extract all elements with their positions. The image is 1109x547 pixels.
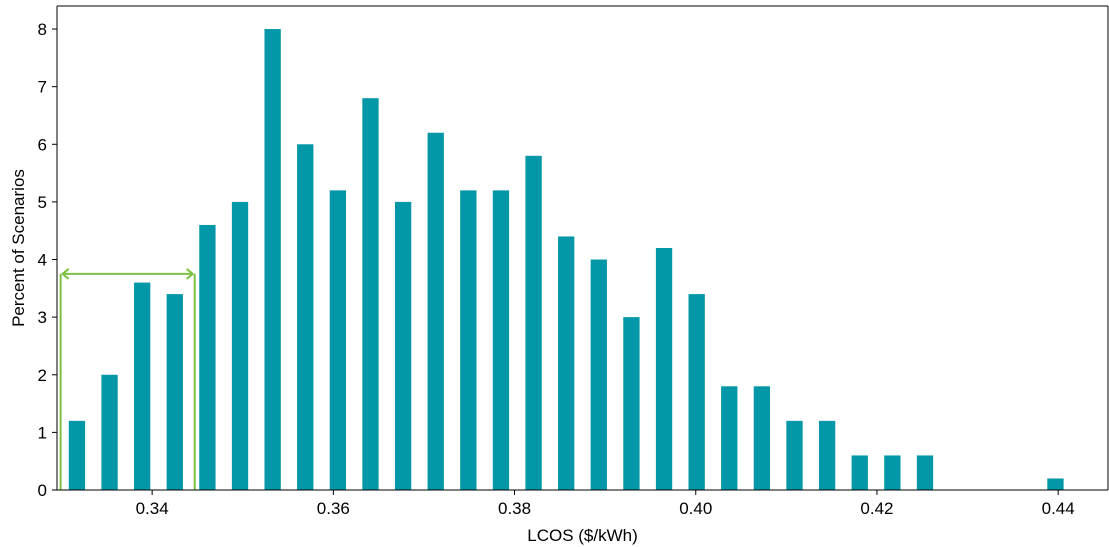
histogram-bar (166, 294, 183, 490)
histogram-bar (492, 190, 510, 490)
histogram-bar (851, 455, 868, 490)
x-tick-label: 0.36 (317, 499, 350, 518)
bars-layer (68, 29, 1064, 491)
histogram-bar (688, 294, 705, 490)
y-ticks: 0 1 2 3 4 5 6 7 8 (38, 20, 57, 500)
y-tick-label: 5 (38, 193, 47, 212)
histogram-bar (655, 248, 673, 490)
histogram-bar (558, 236, 575, 490)
histogram-bar (753, 386, 771, 490)
y-tick-label: 2 (38, 366, 47, 385)
histogram-bar (427, 132, 444, 490)
histogram-bar (1047, 478, 1064, 490)
range-arrowhead-left (61, 268, 70, 280)
range-arrowhead-right (186, 268, 195, 280)
y-axis-title: Percent of Scenarios (9, 169, 28, 327)
histogram-bar (786, 420, 803, 490)
histogram-bar (264, 29, 281, 491)
histogram-bar (623, 317, 640, 490)
histogram-bar (101, 374, 118, 490)
y-tick-label: 3 (38, 308, 47, 327)
histogram-bar (134, 282, 151, 490)
x-tick-label: 0.40 (679, 499, 712, 518)
y-tick-label: 6 (38, 135, 47, 154)
histogram-bar (460, 190, 477, 490)
x-ticks: 0.34 0.36 0.38 0.40 0.42 0.44 (136, 490, 1075, 518)
y-tick-label: 8 (38, 20, 47, 39)
y-tick-label: 4 (38, 251, 47, 270)
histogram-bar (721, 386, 738, 490)
histogram-bar (884, 455, 901, 490)
x-tick-label: 0.42 (860, 499, 893, 518)
histogram-bar (525, 155, 542, 490)
histogram-bar (329, 190, 347, 490)
histogram-bar (362, 98, 379, 490)
histogram-bar (590, 259, 607, 490)
range-annotation (59, 268, 196, 490)
x-tick-label: 0.44 (1042, 499, 1075, 518)
x-tick-label: 0.38 (498, 499, 531, 518)
histogram-bar (297, 144, 314, 491)
histogram-bar (231, 201, 249, 490)
histogram-bar (199, 224, 216, 490)
x-tick-label: 0.34 (136, 499, 169, 518)
y-tick-label: 0 (38, 481, 47, 500)
histogram-bar (394, 201, 412, 490)
histogram-bar (916, 455, 934, 490)
histogram-bar (68, 420, 86, 490)
y-tick-label: 1 (38, 423, 47, 442)
axes (56, 5, 1109, 491)
x-axis-title: LCOS ($/kWh) (527, 526, 638, 545)
histogram-bar (818, 420, 836, 490)
y-tick-label: 7 (38, 78, 47, 97)
